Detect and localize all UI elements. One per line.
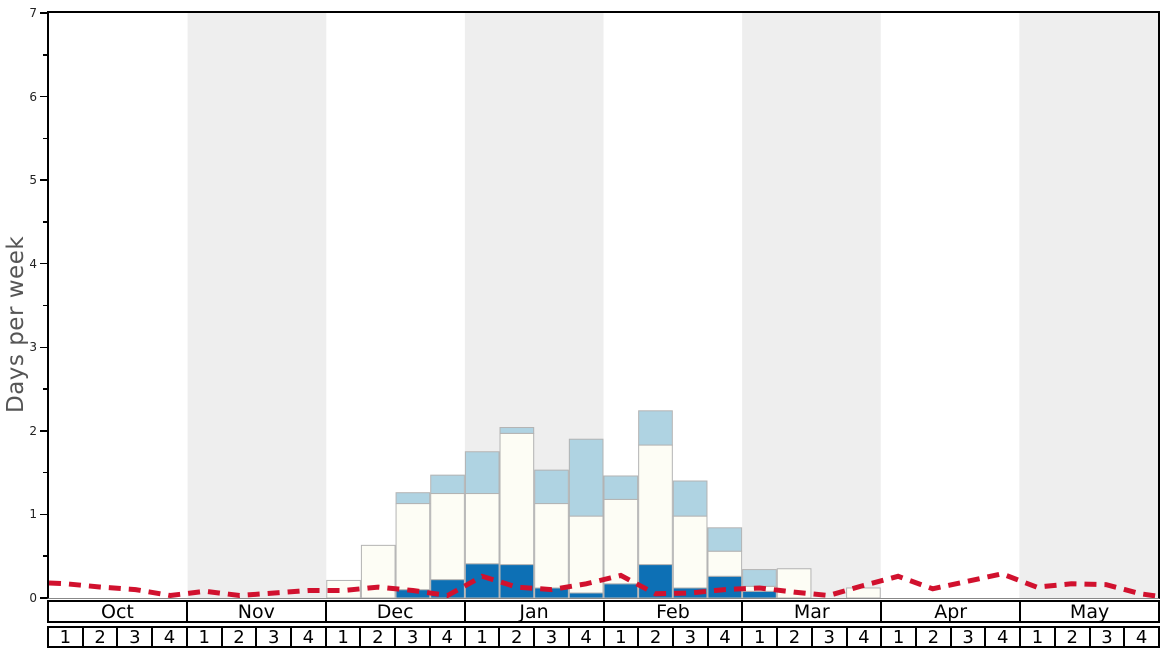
shaded-band [187, 13, 327, 598]
week-cell: 2 [639, 627, 674, 648]
week-cell: 2 [361, 627, 397, 648]
week-cell: 1 [465, 627, 501, 648]
week-cell: 2 [83, 627, 119, 648]
light-blue-bar-segment [464, 451, 500, 495]
month-cell-feb: Feb [604, 601, 744, 623]
month-axis-row: Oct Nov Dec Jan Feb Mar Apr May [47, 600, 1160, 623]
week-cell: 3 [396, 627, 431, 648]
white-bar-segment [534, 503, 569, 589]
week-cell: 4 [708, 627, 744, 648]
light-blue-bar-segment [395, 492, 431, 505]
month-cell-jan: Jan [465, 601, 605, 623]
white-bar-segment [846, 587, 881, 598]
y-tick-mark [40, 430, 47, 432]
week-cell: 1 [604, 627, 640, 648]
y-tick-mark [40, 346, 47, 349]
week-cell: 4 [153, 627, 188, 648]
light-blue-bar-segment [534, 469, 569, 505]
y-tick-mark [40, 513, 47, 516]
y-tick-label: 2 [29, 423, 37, 438]
light-blue-bar-segment [707, 527, 743, 552]
week-cell: 3 [1090, 627, 1126, 648]
y-tick-label: 3 [29, 340, 37, 355]
week-cell: 2 [1055, 627, 1091, 648]
y-tick-mark [40, 597, 47, 599]
week-cell: 1 [882, 627, 917, 648]
plot-area [47, 11, 1160, 599]
light-blue-bar-segment [742, 569, 777, 587]
red-dashed-line [49, 571, 1158, 598]
week-cell: 4 [986, 627, 1022, 648]
white-bar-segment [638, 444, 673, 566]
light-blue-bar-segment [568, 438, 604, 517]
y-tick-label: 5 [29, 173, 37, 188]
month-cell-nov: Nov [187, 601, 327, 623]
y-tick-mark [40, 12, 47, 14]
month-cell-mar: Mar [743, 601, 883, 623]
week-cell: 1 [49, 627, 84, 648]
white-bar-segment [326, 579, 361, 598]
white-bar-segment [395, 503, 431, 591]
week-cell: 3 [257, 627, 293, 648]
month-cell-may: May [1021, 601, 1158, 623]
week-cell: 1 [743, 627, 779, 648]
week-cell: 4 [569, 627, 605, 648]
white-bar-segment [672, 515, 708, 589]
week-cell: 4 [847, 627, 883, 648]
dark-blue-bar-segment [603, 583, 639, 598]
y-tick-label: 7 [29, 6, 37, 20]
dark-blue-bar-segment [742, 590, 777, 598]
y-minor-tick-mark [43, 304, 47, 307]
week-cell: 1 [187, 627, 223, 648]
week-cell: 1 [1021, 627, 1056, 648]
week-cell: 3 [951, 627, 987, 648]
y-tick-mark [40, 262, 47, 265]
white-bar-segment [603, 498, 639, 585]
y-tick-mark [40, 95, 47, 98]
week-cell: 3 [535, 627, 570, 648]
light-blue-bar-segment [430, 474, 465, 495]
week-cell: 3 [118, 627, 154, 648]
week-cell: 4 [1125, 627, 1158, 648]
y-tick-label: 6 [29, 89, 37, 104]
week-cell: 4 [292, 627, 327, 648]
y-axis: 0 1 2 3 4 5 6 7 [0, 0, 47, 648]
white-bar-segment [430, 493, 465, 581]
white-bar-segment [464, 493, 500, 565]
y-tick-mark [40, 179, 47, 181]
month-cell-apr: Apr [882, 601, 1022, 623]
white-bar-segment [499, 432, 535, 566]
month-cell-oct: Oct [49, 601, 188, 623]
dark-blue-bar-segment [464, 563, 500, 598]
week-cell: 2 [500, 627, 536, 648]
y-minor-tick-mark [43, 471, 47, 474]
y-minor-tick-mark [43, 221, 47, 223]
white-bar-segment [707, 550, 743, 577]
week-cell: 2 [916, 627, 952, 648]
shaded-band [1019, 13, 1158, 598]
light-blue-bar-segment [672, 480, 708, 517]
y-minor-tick-mark [43, 555, 47, 557]
month-cell-dec: Dec [326, 601, 466, 623]
light-blue-bar-segment [603, 475, 639, 500]
shaded-band [742, 13, 881, 598]
y-minor-tick-mark [43, 388, 47, 390]
week-cell: 3 [673, 627, 709, 648]
week-cell: 3 [812, 627, 848, 648]
week-cell: 2 [222, 627, 258, 648]
week-cell: 4 [430, 627, 466, 648]
light-blue-bar-segment [499, 427, 535, 434]
y-minor-tick-mark [43, 137, 47, 140]
week-cell: 1 [326, 627, 362, 648]
light-blue-bar-segment [638, 410, 673, 446]
week-cell: 2 [778, 627, 813, 648]
y-tick-label: 0 [29, 591, 37, 605]
y-tick-label: 1 [29, 507, 37, 522]
y-minor-tick-mark [43, 54, 47, 56]
dark-blue-bar-segment [568, 592, 604, 598]
y-tick-label: 4 [29, 256, 37, 271]
chart-canvas [49, 13, 1158, 598]
